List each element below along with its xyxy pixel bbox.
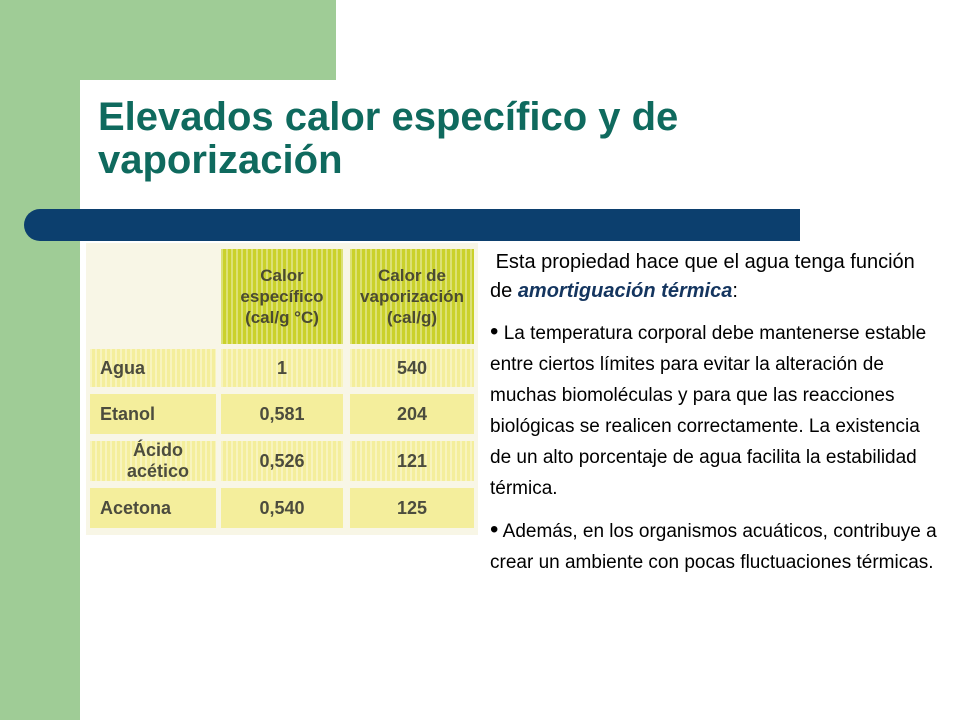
- bullet-item: • Además, en los organismos acuáticos, c…: [490, 514, 942, 578]
- table-cell-specific-heat: 0,526: [221, 441, 343, 481]
- table-cell-vaporization: 204: [350, 394, 474, 434]
- table-cell-vaporization: 121: [350, 441, 474, 481]
- bullet-icon: •: [490, 318, 499, 345]
- table-cell-specific-heat: 0,581: [221, 394, 343, 434]
- slide-title: Elevados calor específico y de vaporizac…: [98, 95, 679, 182]
- slide-body-text: Esta propiedad hace que el agua tenga fu…: [490, 248, 942, 578]
- intro-colon: :: [732, 280, 738, 302]
- title-underline-bar: [24, 209, 800, 241]
- table-header-vaporization: Calor de vaporización (cal/g): [350, 249, 474, 344]
- table-cell-specific-heat: 0,540: [221, 488, 343, 528]
- top-decoration-band: [80, 0, 336, 80]
- emphasis-term: amortiguación térmica: [517, 280, 733, 302]
- side-decoration-band: [0, 0, 80, 720]
- table-header-specific-heat: Calor específico (cal/g °C): [221, 249, 343, 344]
- bullet-icon: •: [490, 516, 499, 543]
- table-row-label: Agua: [90, 349, 216, 387]
- table-row-label: Ácido acético: [90, 440, 216, 481]
- intro-paragraph: Esta propiedad hace que el agua tenga fu…: [490, 248, 942, 306]
- properties-table: Calor específico (cal/g °C) Calor de vap…: [86, 243, 478, 535]
- table-row-label: Etanol: [90, 394, 216, 434]
- table-cell-specific-heat: 1: [221, 349, 343, 387]
- table-cell-vaporization: 540: [350, 349, 474, 387]
- bullet-item: • La temperatura corporal debe manteners…: [490, 316, 942, 504]
- bullet-text: Además, en los organismos acuáticos, con…: [490, 521, 937, 573]
- bullet-text: La temperatura corporal debe mantenerse …: [490, 323, 927, 499]
- intro-text: Esta propiedad hace que el agua tenga fu…: [490, 251, 915, 302]
- table-cell-vaporization: 125: [350, 488, 474, 528]
- table-row-label: Acetona: [90, 488, 216, 528]
